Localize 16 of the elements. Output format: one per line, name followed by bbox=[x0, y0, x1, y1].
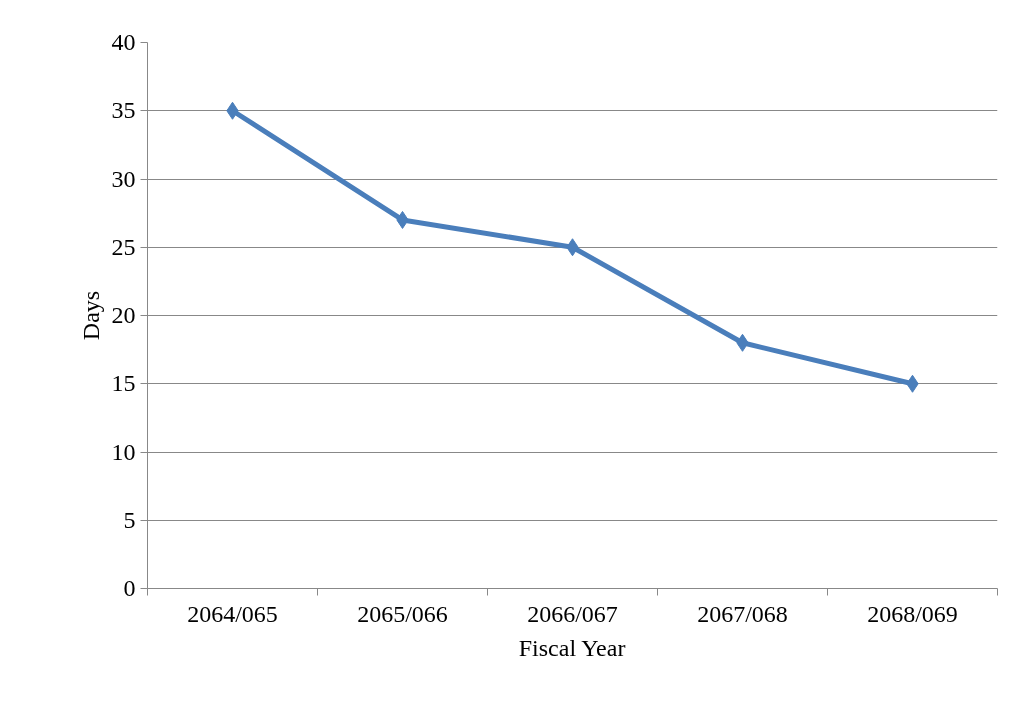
x-tick-label: 2064/065 bbox=[187, 600, 278, 627]
x-tick-label: 2065/066 bbox=[357, 600, 448, 627]
y-tick-label: 35 bbox=[111, 97, 136, 124]
y-tick-label: 40 bbox=[111, 29, 136, 55]
y-tick-label: 25 bbox=[111, 233, 136, 260]
x-tick-label: 2067/068 bbox=[697, 600, 788, 627]
x-tick-label: 2066/067 bbox=[527, 600, 618, 627]
x-tick-label: 2068/069 bbox=[867, 600, 958, 627]
y-tick-label: 10 bbox=[111, 438, 136, 465]
y-tick-label: 30 bbox=[111, 165, 136, 192]
y-axis-title: Days bbox=[77, 290, 104, 341]
y-tick-label: 15 bbox=[111, 370, 136, 397]
x-axis-title: Fiscal Year bbox=[518, 634, 626, 661]
y-tick-label: 5 bbox=[123, 506, 136, 533]
y-tick-label: 20 bbox=[111, 302, 136, 328]
y-tick-label: 0 bbox=[123, 575, 136, 601]
